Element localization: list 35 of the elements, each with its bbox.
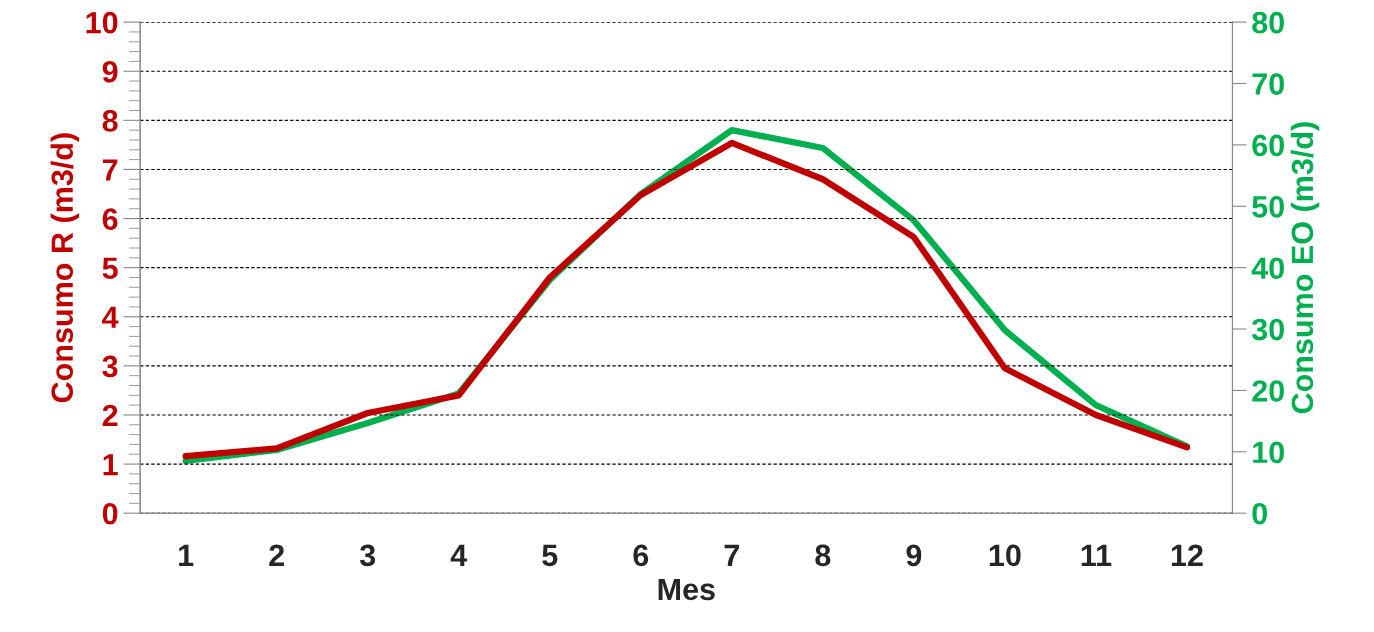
x-tick-label: 3 <box>359 544 376 567</box>
y-tick-label: 5 <box>102 257 118 280</box>
x-tick-label: 10 <box>989 544 1021 567</box>
y-tick-label: 1 <box>103 454 118 476</box>
x-tick-label: 11 <box>1081 544 1112 566</box>
y-tick-label: 3 <box>102 355 118 378</box>
y-tick-label: 2 <box>102 404 118 427</box>
x-tick-label: 5 <box>542 544 558 567</box>
y-tick-label: 4 <box>102 306 119 328</box>
y-tick-label: 7 <box>102 159 118 181</box>
y-axis-title: Consumo R (m3/d) <box>50 133 80 403</box>
y2-tick-label: 40 <box>1251 257 1284 280</box>
x-tick-label: 4 <box>450 544 468 566</box>
y2-tick-label: 70 <box>1252 73 1284 95</box>
x-tick-label: 7 <box>724 544 739 566</box>
y2-axis-title: Consumo EO (m3/d) <box>1290 122 1320 414</box>
y2-tick-label: 50 <box>1252 196 1284 218</box>
x-axis-title: Mes <box>658 578 715 601</box>
y-tick-label: 9 <box>102 60 118 83</box>
y-tick-label: 6 <box>102 208 118 230</box>
y-tick-label: 10 <box>86 11 118 34</box>
y-tick-label: 8 <box>102 110 118 132</box>
x-tick-label: 2 <box>269 544 284 566</box>
y2-tick-label: 30 <box>1251 318 1284 341</box>
y2-tick-label: 10 <box>1253 441 1284 464</box>
x-tick-label: 9 <box>906 544 922 567</box>
y-tick-label: 0 <box>102 502 118 525</box>
y2-tick-label: 0 <box>1252 502 1267 525</box>
x-tick-label: 8 <box>815 544 831 567</box>
y2-tick-label: 20 <box>1252 380 1284 402</box>
x-tick-label: 6 <box>633 544 649 567</box>
y2-tick-label: 80 <box>1252 11 1284 34</box>
x-tick-label: 1 <box>179 544 194 566</box>
y2-tick-label: 60 <box>1252 134 1284 157</box>
x-tick-label: 12 <box>1171 544 1203 566</box>
